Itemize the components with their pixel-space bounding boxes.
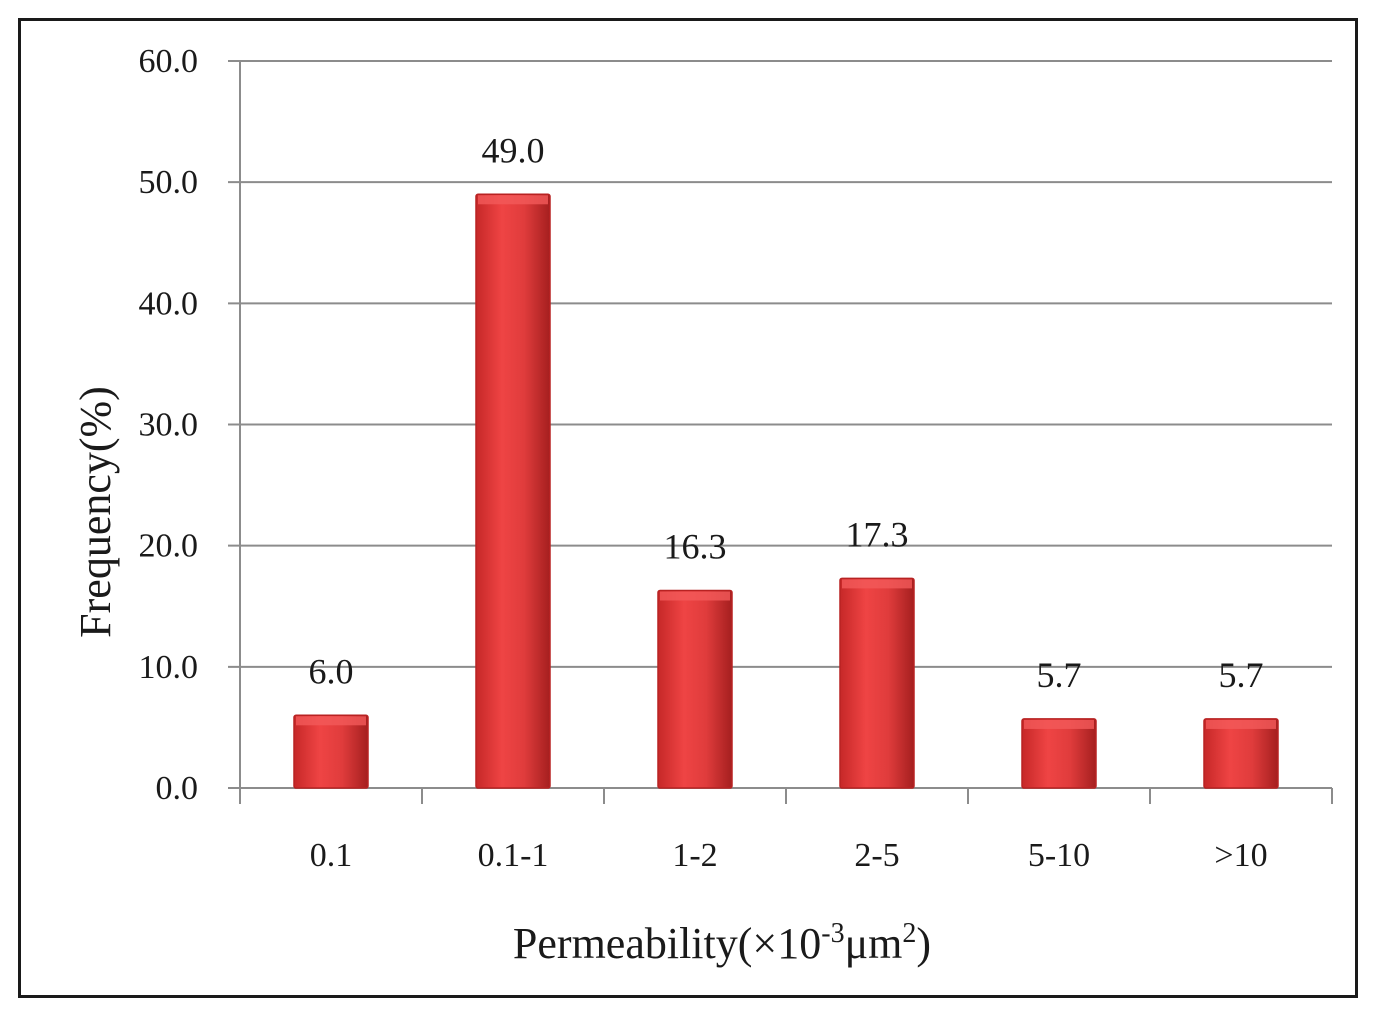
y-axis-title: Frequency(%) <box>71 386 120 638</box>
x-axis-title-unit-exponent: 2 <box>902 918 916 949</box>
labels: 0.0 10.0 20.0 30.0 40.0 50.0 60.0 6.0 0.1 49.0 0.1… <box>139 43 1268 874</box>
bar-bevel <box>296 716 366 726</box>
bar-bevel <box>1024 719 1094 729</box>
y-tick-label: 30.0 <box>139 407 199 444</box>
data-label: 6.0 <box>309 651 354 691</box>
bar-5-10 <box>1021 718 1097 789</box>
y-tick-label: 40.0 <box>139 285 199 322</box>
data-label: 16.3 <box>664 526 727 566</box>
x-axis-title: Permeability(×10-3μm2) <box>513 918 931 968</box>
bar-bevel <box>842 579 912 589</box>
y-tick-label: 60.0 <box>139 43 199 80</box>
x-axis-title-suffix: ) <box>916 919 931 968</box>
bar-0.1 <box>293 714 369 789</box>
bars <box>293 193 1279 789</box>
x-tick-label: >10 <box>1214 837 1267 874</box>
x-axis-title-exponent: -3 <box>821 918 844 949</box>
bar-bevel <box>660 591 730 601</box>
x-tick-label: 0.1 <box>310 837 353 874</box>
y-tick-label: 20.0 <box>139 528 199 565</box>
bar->10 <box>1203 718 1279 789</box>
bar-1-2 <box>657 589 733 789</box>
axes <box>239 61 1333 804</box>
data-label: 49.0 <box>482 130 545 170</box>
data-label: 5.7 <box>1219 655 1264 695</box>
data-label: 5.7 <box>1037 655 1082 695</box>
x-tick-label: 5-10 <box>1028 837 1090 874</box>
y-tick-label: 0.0 <box>156 770 199 807</box>
bar-0.1-1 <box>475 193 551 789</box>
x-axis-title-times: × <box>752 919 777 968</box>
x-tick-label: 2-5 <box>854 837 899 874</box>
y-tick-label: 50.0 <box>139 164 199 201</box>
x-axis-title-base: 10 <box>777 919 821 968</box>
x-axis-title-prefix: Permeability( <box>513 919 753 968</box>
bar-bevel <box>1206 719 1276 729</box>
x-axis-title-unit: μm <box>845 919 903 968</box>
gridlines <box>228 60 1332 789</box>
x-tick-label: 1-2 <box>672 837 717 874</box>
y-tick-label: 10.0 <box>139 649 199 686</box>
bar-bevel <box>478 195 548 205</box>
x-tick-label: 0.1-1 <box>478 837 549 874</box>
data-label: 17.3 <box>846 514 909 554</box>
bar-2-5 <box>839 577 915 789</box>
